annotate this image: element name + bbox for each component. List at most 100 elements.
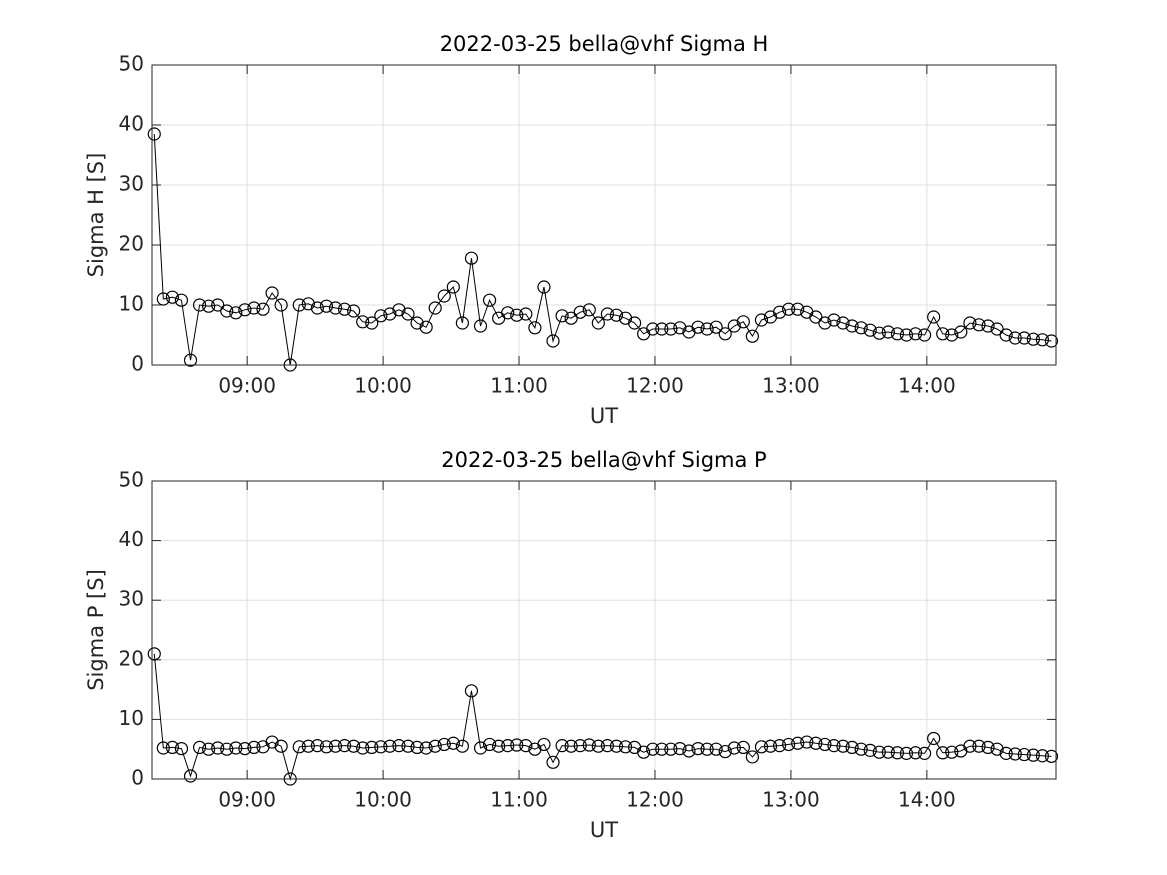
- data-point: [147, 647, 161, 661]
- y-tick-label: 10: [119, 706, 144, 730]
- data-point: [265, 286, 279, 300]
- data-point: [202, 299, 216, 313]
- data-point: [782, 737, 796, 752]
- axes-box: [151, 480, 1057, 780]
- data-point: [492, 739, 506, 753]
- data-point: [600, 739, 614, 753]
- data-point: [881, 325, 895, 339]
- x-axis-label: UT: [590, 818, 618, 842]
- data-point: [202, 742, 216, 756]
- data-point: [238, 303, 252, 317]
- data-point: [854, 321, 868, 335]
- data-point: [664, 322, 678, 336]
- data-point: [464, 684, 479, 698]
- data-point: [736, 315, 750, 329]
- data-point: [981, 319, 995, 333]
- plot-area: [152, 481, 1056, 779]
- data-point: [1008, 331, 1022, 345]
- data-point: [646, 742, 660, 756]
- data-point: [455, 739, 469, 753]
- data-point: [356, 315, 370, 329]
- data-point: [274, 739, 288, 753]
- data-point: [482, 737, 497, 752]
- data-point: [700, 322, 714, 336]
- y-tick-label: 30: [119, 587, 144, 611]
- y-tick-label: 10: [119, 292, 144, 316]
- x-tick-label: 12:00: [626, 374, 684, 398]
- data-point: [682, 744, 696, 758]
- data-point: [999, 328, 1013, 342]
- data-point: [383, 307, 397, 321]
- data-point: [691, 742, 705, 756]
- data-point: [310, 739, 324, 753]
- data-point: [718, 327, 732, 341]
- y-tick-label: 20: [119, 646, 144, 670]
- data-point: [419, 320, 433, 334]
- subplot: 09:00 10:00 11:00 12:00 13:00 14:00 0 10 20 30 40 5…: [84, 448, 1059, 842]
- data-point: [800, 735, 814, 749]
- x-tick-label: 10:00: [354, 374, 412, 398]
- data-point: [927, 731, 941, 746]
- data-point: [211, 741, 225, 755]
- data-point: [863, 743, 877, 757]
- data-point: [917, 328, 932, 342]
- data-point: [328, 301, 343, 315]
- data-point: [990, 742, 1004, 756]
- data-point: [972, 739, 986, 753]
- data-point: [1035, 333, 1050, 347]
- data-point: [618, 740, 633, 754]
- data-point: [990, 322, 1004, 336]
- data-point: [265, 735, 279, 749]
- data-point: [156, 292, 170, 306]
- data-point: [1017, 747, 1031, 762]
- data-point: [247, 301, 261, 315]
- data-point: [709, 320, 723, 334]
- data-point: [328, 739, 343, 753]
- data-point: [446, 280, 460, 294]
- data-point: [600, 307, 614, 321]
- y-tick-label: 50: [119, 468, 144, 492]
- data-point: [917, 746, 932, 760]
- data-point: [927, 310, 941, 324]
- data-point: [646, 322, 660, 336]
- data-point: [473, 319, 488, 333]
- x-tick-label: 09:00: [218, 374, 276, 398]
- data-point: [292, 298, 306, 312]
- data-point: [410, 316, 424, 330]
- data-point: [582, 303, 596, 317]
- data-point: [501, 739, 515, 753]
- data-point: [899, 746, 914, 760]
- data-point: [827, 739, 841, 753]
- data-point: [247, 740, 261, 755]
- data-point: [419, 741, 433, 755]
- chart-title: 2022-03-25 bella@vhf Sigma P: [441, 448, 766, 472]
- y-tick-label: 40: [119, 112, 144, 136]
- data-point: [655, 742, 669, 756]
- axes-box: [151, 64, 1057, 366]
- data-point: [337, 302, 352, 316]
- data-point: [537, 280, 551, 294]
- data-point: [709, 742, 723, 756]
- data-point: [818, 316, 832, 330]
- data-point: [156, 741, 170, 755]
- plot-area: [152, 65, 1056, 365]
- data-point: [664, 742, 678, 756]
- data-point: [510, 738, 524, 752]
- data-point: [872, 326, 886, 340]
- data-point: [564, 739, 578, 753]
- x-tick-label: 09:00: [218, 788, 276, 812]
- data-point: [791, 736, 805, 750]
- data-point: [745, 329, 760, 343]
- data-point: [845, 740, 859, 755]
- data-point: [528, 321, 542, 335]
- data-point: [809, 310, 823, 324]
- data-point: [1044, 749, 1059, 763]
- data-point: [301, 297, 315, 311]
- data-point: [319, 299, 334, 313]
- data-point: [827, 313, 841, 327]
- data-point: [763, 739, 778, 753]
- data-point: [972, 318, 986, 332]
- data-point: [211, 298, 225, 312]
- data-point: [356, 741, 370, 755]
- y-tick-label: 20: [119, 232, 144, 256]
